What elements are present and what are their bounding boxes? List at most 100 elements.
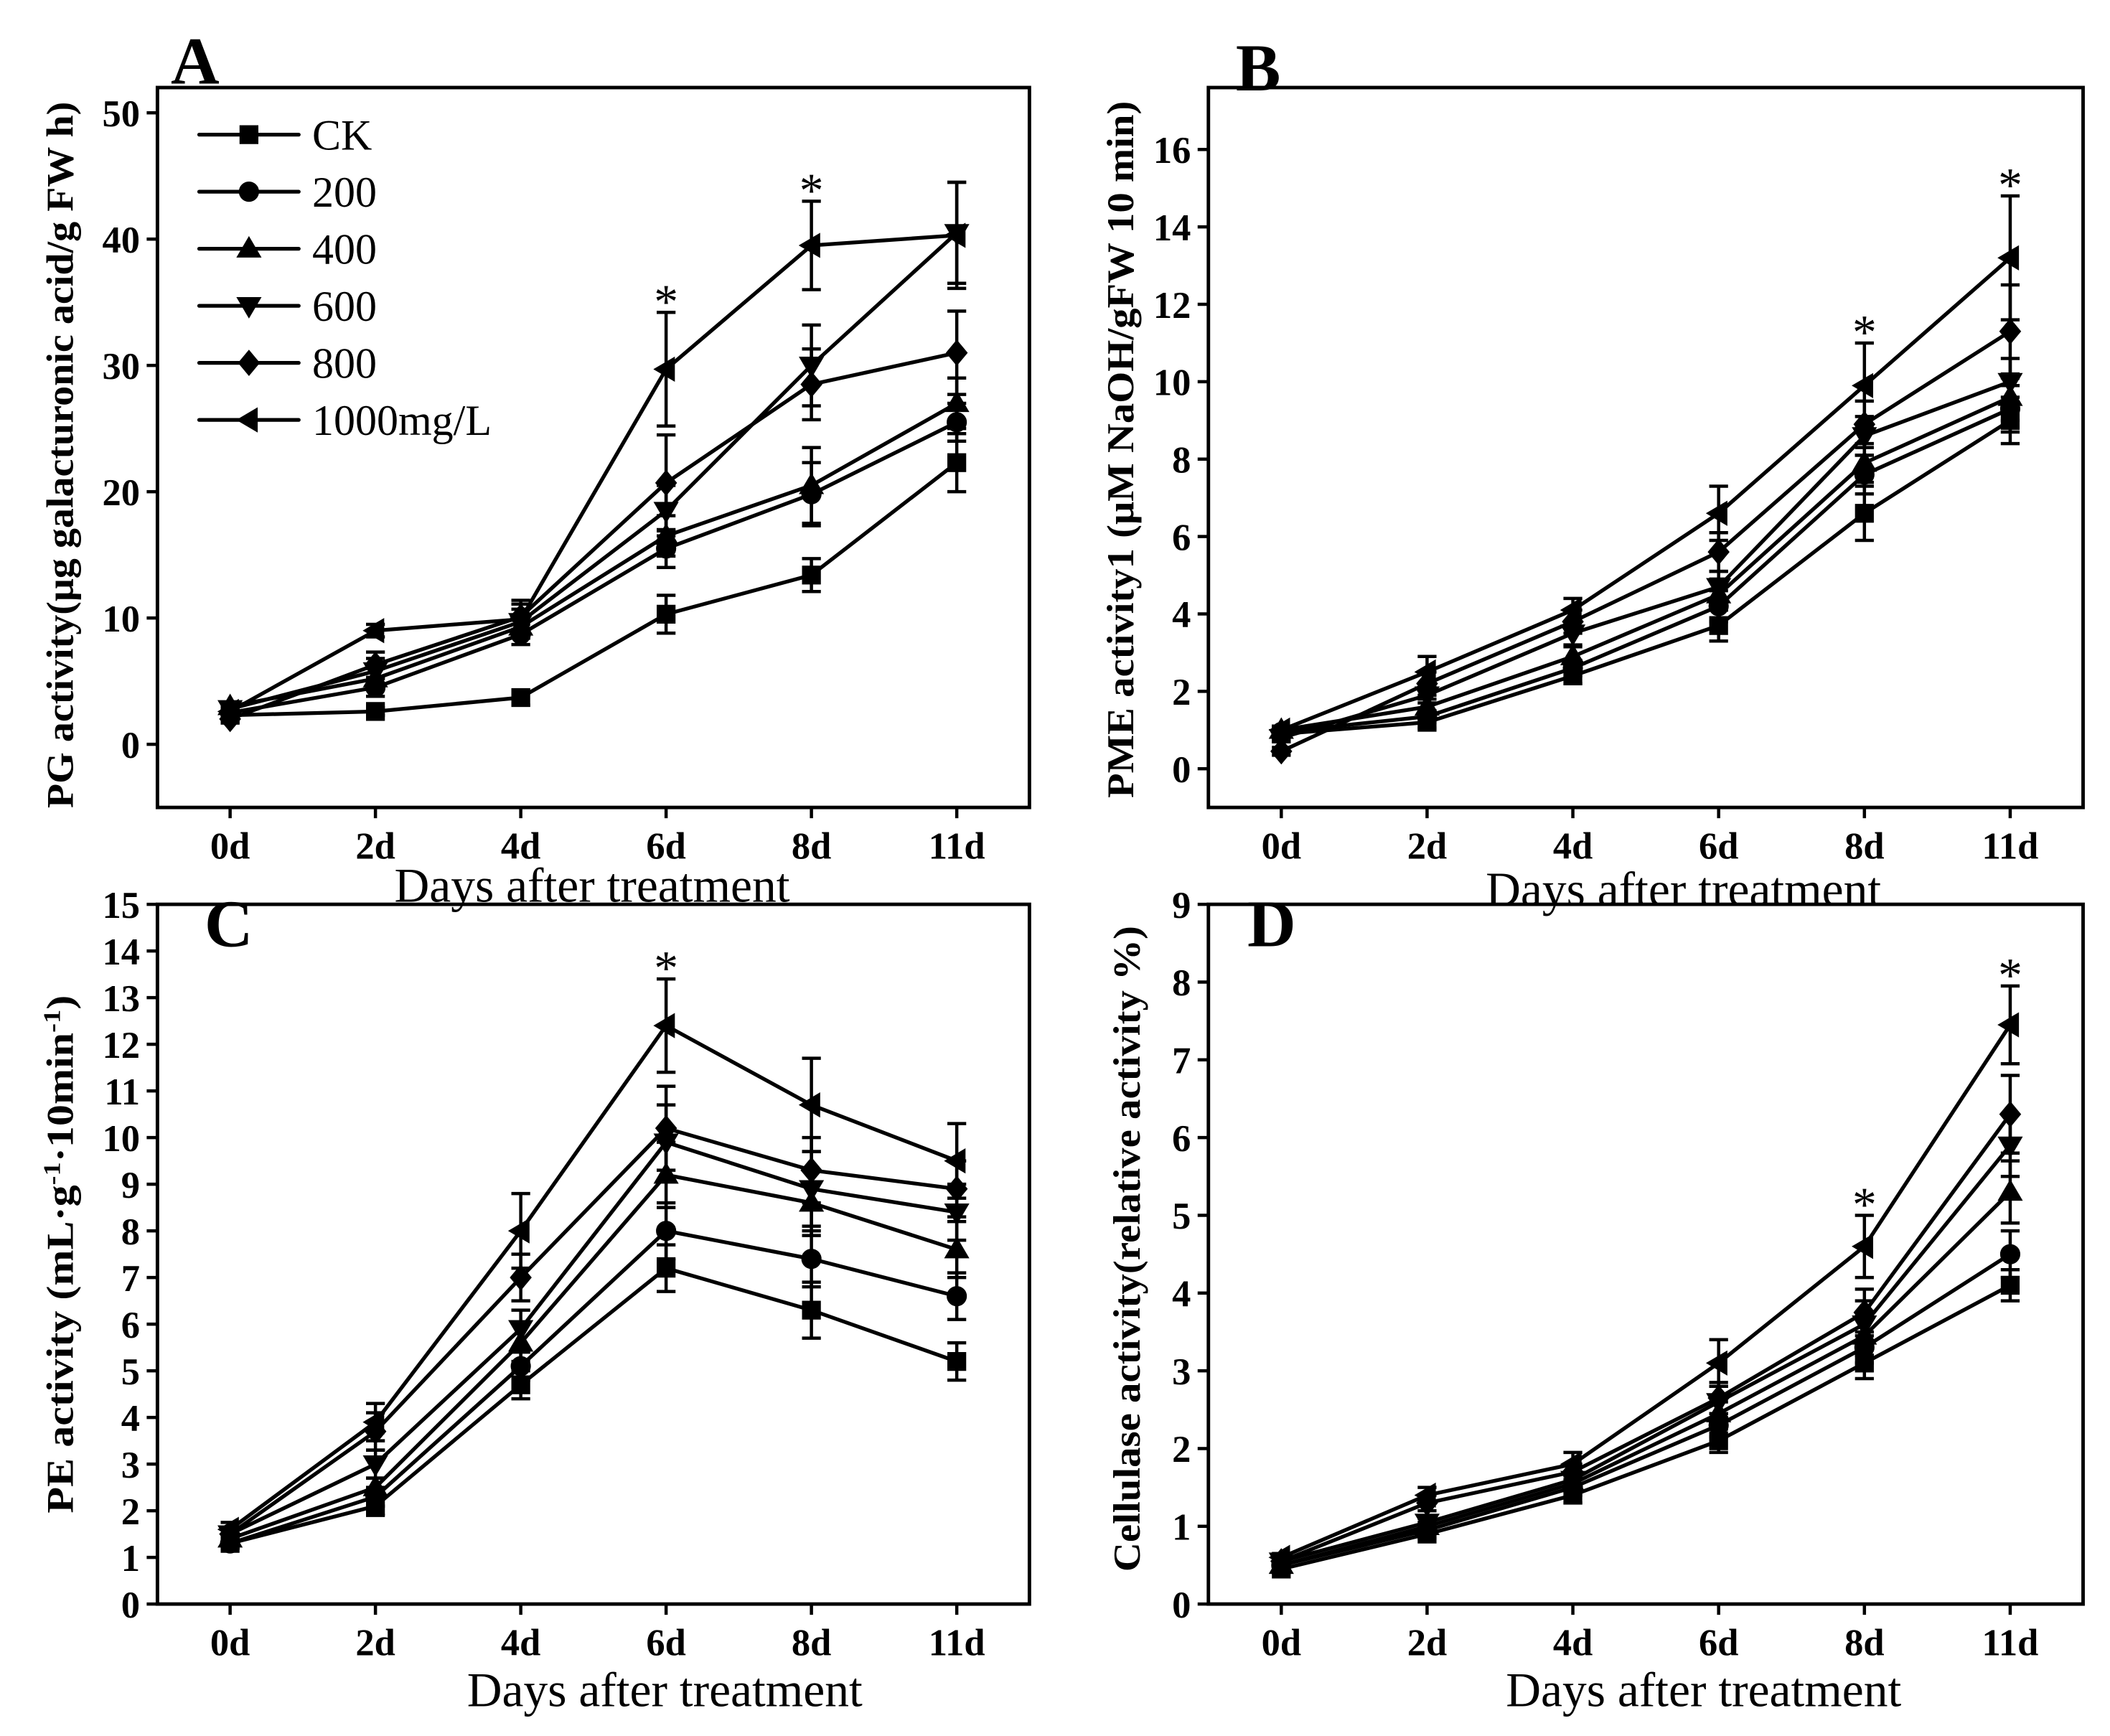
x-tick-label: 0d: [210, 825, 250, 867]
data-point: [1707, 1384, 1730, 1412]
x-tick-label: 6d: [646, 1622, 685, 1664]
legend-entry: 200: [197, 169, 377, 216]
data-point: [653, 356, 675, 383]
data-point: [1706, 578, 1732, 600]
y-axis-label-superscript: -1: [39, 1010, 65, 1033]
x-axis-label: Days after treatment: [1486, 863, 1881, 916]
series-400: [1268, 372, 2023, 739]
series-line: [228, 1173, 959, 1541]
significance-asterisk: *: [1998, 948, 2022, 1002]
data-point: [217, 1516, 239, 1542]
y-tick-label: 8: [1172, 439, 1191, 481]
panel-label: D: [1247, 886, 1296, 961]
y-tick-label: 50: [103, 93, 141, 135]
legend-label: 600: [312, 283, 377, 330]
y-tick-label: 5: [121, 1351, 140, 1393]
data-point: [510, 1264, 532, 1291]
data-point: [1268, 1544, 1290, 1570]
data-point: [1560, 1451, 1582, 1477]
y-tick-label: 11: [104, 1071, 140, 1113]
legend-marker: [238, 349, 261, 376]
y-tick-label: 6: [1172, 1118, 1191, 1160]
data-point: [944, 222, 966, 248]
data-point: [1705, 500, 1727, 526]
data-point: [657, 604, 676, 624]
series-1000mg/L: [1268, 984, 2020, 1570]
x-tick-label: 6d: [646, 825, 685, 867]
data-point: [656, 1221, 677, 1242]
data-point: [1997, 1012, 2020, 1038]
series-line: [228, 1266, 959, 1546]
y-tick-label: 10: [103, 1118, 141, 1160]
data-point: [1852, 1234, 1873, 1259]
x-axis-label: Days after treatment: [467, 1664, 863, 1717]
x-tick-label: 11d: [929, 1622, 985, 1664]
plot-frame: [155, 85, 1031, 810]
series-CK: [220, 1243, 967, 1553]
data-point: [1268, 717, 1290, 743]
legend-label: 800: [312, 339, 377, 387]
plot-frame: [1206, 85, 2085, 810]
data-point: [801, 1249, 822, 1270]
data-point: [1560, 644, 1586, 665]
data-point: [800, 371, 822, 398]
y-tick-label: 4: [121, 1398, 140, 1440]
panel-label: B: [1236, 31, 1281, 105]
y-tick-label: 6: [121, 1305, 140, 1346]
y-tick-label: 3: [1172, 1351, 1191, 1393]
x-tick-label: 11d: [1982, 825, 2039, 867]
x-tick-label: 2d: [1407, 825, 1447, 867]
x-tick-label: 2d: [355, 825, 395, 867]
y-tick-label: 7: [121, 1258, 140, 1300]
data-point: [1852, 450, 1877, 472]
x-axis-label: Days after treatment: [1506, 1664, 1901, 1717]
x-tick-label: 8d: [792, 825, 831, 867]
y-tick-label: 40: [103, 220, 141, 261]
data-point: [944, 1237, 970, 1259]
y-tick-label: 6: [1172, 517, 1191, 558]
significance-asterisk: *: [800, 164, 824, 217]
x-tick-label: 0d: [1262, 1622, 1301, 1664]
x-tick-label: 0d: [1262, 825, 1301, 867]
legend-label: 400: [312, 225, 377, 273]
legend-entry: 800: [197, 339, 377, 387]
data-point: [800, 1157, 822, 1183]
data-point: [511, 688, 530, 708]
series-1000mg/L: [1268, 194, 2020, 743]
data-point: [366, 702, 385, 721]
x-tick-label: 2d: [1407, 1622, 1447, 1664]
y-tick-label: 0: [1172, 1585, 1191, 1626]
data-point: [655, 469, 677, 497]
series-line: [1279, 1112, 2012, 1564]
series-line: [1279, 1190, 2012, 1567]
series-200: [220, 401, 967, 723]
y-axis-label: Cellulase activity(relative activity %): [1107, 926, 1148, 1572]
y-tick-label: 1: [1172, 1507, 1191, 1549]
data-point: [1853, 1299, 1876, 1326]
x-tick-label: 8d: [1844, 825, 1884, 867]
series-line: [228, 1126, 959, 1536]
data-point: [1414, 659, 1436, 685]
y-tick-label: 10: [103, 599, 141, 640]
series-line: [1279, 380, 2012, 740]
x-tick-label: 2d: [355, 1622, 395, 1664]
y-tick-label: 10: [1153, 362, 1191, 404]
y-tick-label: 2: [1172, 672, 1191, 713]
data-point: [217, 698, 239, 724]
y-tick-label: 13: [103, 978, 141, 1020]
series-line: [1279, 255, 2012, 732]
series-1000mg/L: [217, 180, 967, 724]
y-tick-label: 20: [103, 472, 141, 514]
data-point: [508, 1320, 534, 1342]
legend-label: 1000mg/L: [312, 397, 492, 444]
data-point: [945, 339, 968, 366]
series-line: [1279, 329, 2012, 754]
y-tick-label: 16: [1153, 130, 1191, 172]
significance-asterisk: *: [654, 942, 678, 995]
data-point: [657, 1259, 676, 1278]
x-tick-label: 4d: [501, 825, 540, 867]
legend-marker: [239, 125, 258, 144]
x-tick-label: 11d: [1982, 1622, 2039, 1664]
